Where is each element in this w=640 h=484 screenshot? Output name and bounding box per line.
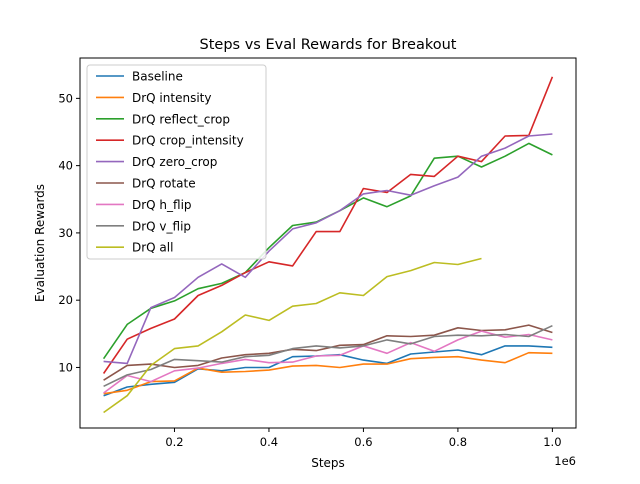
x-tick-label: 1.0 [543,435,561,449]
legend-entry-0: Baseline [132,70,183,84]
legend-entry-7: DrQ v_flip [132,219,191,233]
x-axis-ticks: 0.2 0.4 0.6 0.8 1.0 [165,428,562,449]
legend-entry-3: DrQ crop_intensity [132,134,244,148]
legend-entry-8: DrQ all [132,241,173,255]
series-line-0 [103,345,553,397]
x-tick-label: 0.2 [165,435,183,449]
x-tick-label: 0.4 [260,435,278,449]
y-tick-label: 40 [58,159,73,173]
y-axis-label: Evaluation Rewards [33,184,47,302]
legend-entry-6: DrQ h_flip [132,198,192,212]
x-tick-label: 0.8 [449,435,467,449]
series-line-8 [103,257,482,414]
chart-title: Steps vs Eval Rewards for Breakout [200,37,457,53]
y-tick-label: 30 [58,226,73,240]
series-line-6 [103,330,553,394]
series-line-7 [103,324,553,388]
y-tick-label: 20 [58,293,73,307]
series-line-1 [103,351,553,395]
y-tick-label: 50 [58,91,73,105]
x-axis-scale-label: 1e6 [554,454,576,468]
legend-entry-1: DrQ intensity [132,91,211,105]
legend-box [86,64,267,260]
x-tick-label: 0.6 [354,435,372,449]
legend: Baseline DrQ intensity DrQ reflect_crop DrQ… [86,64,267,260]
series-line-5 [103,324,553,381]
legend-entry-5: DrQ rotate [132,177,196,191]
series-lines [102,76,554,414]
x-axis-label: Steps [311,456,345,470]
y-tick-label: 10 [58,360,73,374]
y-axis-ticks: 10 20 30 40 50 [58,91,80,374]
plot-area-frame [79,57,577,429]
series-line-4 [103,133,553,365]
legend-entry-2: DrQ reflect_crop [132,112,230,126]
legend-entry-4: DrQ zero_crop [132,155,217,169]
